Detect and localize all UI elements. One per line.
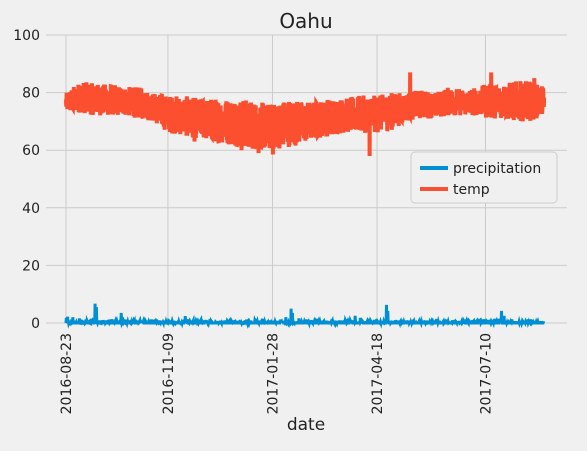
legend[interactable]: precipitation temp [410, 151, 558, 204]
x-axis-label: date [287, 415, 325, 435]
y-tick-label: 60 [22, 143, 40, 159]
y-tick-label: 20 [22, 258, 40, 274]
precipitation-series-line [64, 303, 546, 329]
y-tick-label: 40 [22, 201, 40, 217]
x-tick-label: 2017-01-28 [265, 333, 281, 414]
y-tick-label: 80 [22, 86, 40, 102]
y-tick-label: 100 [13, 28, 40, 44]
x-tick-label: 2017-07-10 [478, 333, 494, 414]
x-tick-label: 2017-04-18 [370, 333, 386, 414]
y-tick-label: 0 [31, 316, 40, 332]
chart-title: Oahu [279, 9, 332, 33]
x-tick-label: 2016-08-23 [59, 333, 75, 414]
tick-labels: 0 20 40 60 80 100 2016-08-23 2016-11-09 2017-01-… [13, 28, 494, 414]
series-layer [64, 72, 547, 329]
legend-label-temp: temp [453, 182, 490, 198]
x-tick-label: 2016-11-09 [161, 333, 177, 414]
temp-series-line [64, 72, 547, 156]
legend-label-precipitation: precipitation [453, 161, 541, 177]
